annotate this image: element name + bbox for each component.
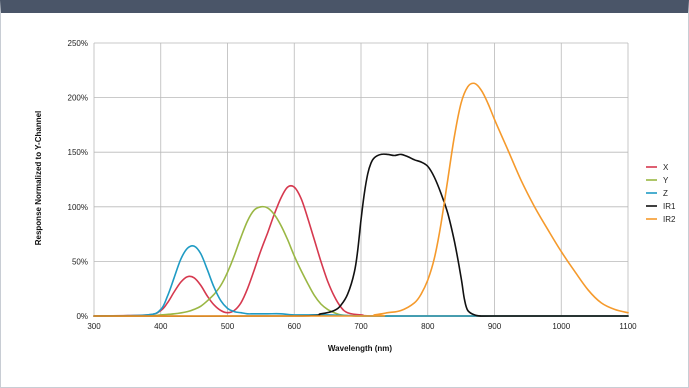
x-tick-label: 1000	[552, 322, 570, 331]
x-tick-label: 400	[154, 322, 168, 331]
legend-label-ir1: IR1	[663, 202, 676, 211]
legend-label-ir2: IR2	[663, 215, 676, 224]
y-tick-labels: 0% 50% 100% 150% 200% 250%	[68, 39, 88, 321]
legend: XYZ IR1 IR2	[646, 163, 676, 224]
y-tick-label: 150%	[68, 148, 88, 157]
series-line-y	[93, 205, 629, 317]
y-tick-label: 100%	[68, 203, 88, 212]
x-tick-label: 700	[354, 322, 368, 331]
y-axis-label: Response Normalized to Y-Channel	[34, 111, 43, 246]
x-tick-label: 1100	[619, 322, 637, 331]
legend-label-z: Z	[663, 189, 668, 198]
series-line-x	[93, 184, 629, 317]
x-tick-label: 600	[288, 322, 302, 331]
series-line-ir2	[93, 82, 629, 317]
y-tick-label: 0%	[76, 312, 88, 321]
y-tick-label: 250%	[68, 39, 88, 48]
x-axis-label: Wavelength (nm)	[328, 344, 392, 353]
x-tick-label: 500	[221, 322, 235, 331]
y-tick-label: 200%	[68, 94, 88, 103]
legend-label-y: Y	[663, 176, 669, 185]
y-tick-label: 50%	[72, 257, 88, 266]
x-tick-labels: 300 400 500 600 700 800 900 1000 1100	[87, 322, 637, 331]
x-tick-label: 800	[421, 322, 435, 331]
x-tick-label: 300	[87, 322, 101, 331]
legend-label-x: X	[663, 163, 669, 172]
x-tick-label: 900	[488, 322, 502, 331]
grid-lines	[93, 42, 629, 317]
series-line-z	[93, 244, 629, 317]
series-line-ir1	[93, 153, 629, 317]
series-lines	[93, 82, 629, 317]
